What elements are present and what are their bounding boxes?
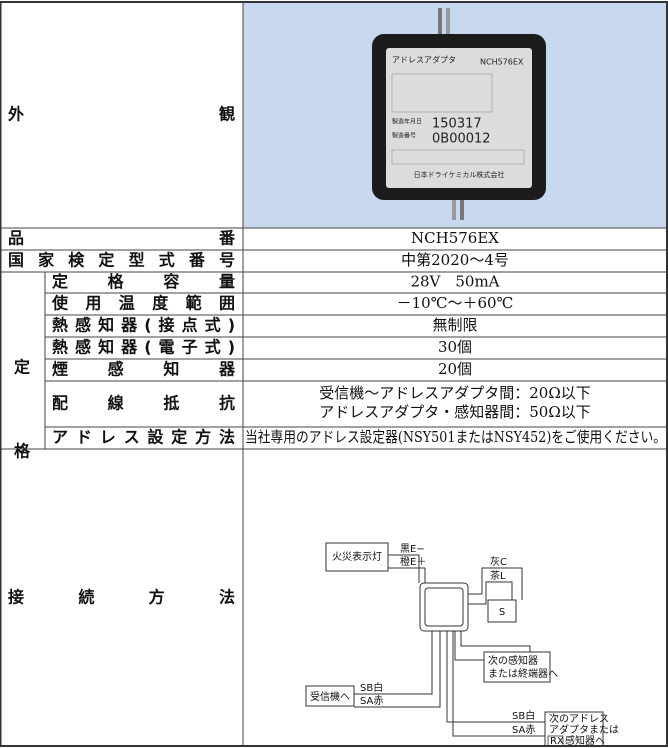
row-value: 30個 <box>438 338 472 356</box>
row-value: 中第2020～4号 <box>401 251 509 269</box>
row-label: 熱感知器(接点式) <box>52 316 235 335</box>
diagram-label: アダプタまたは <box>549 723 619 736</box>
row-label: 使用温度範囲 <box>51 294 235 313</box>
diagram-label: SB白 <box>512 709 535 722</box>
row-value: 受信機～アドレスアダプタ間：20Ω以下 <box>319 384 591 402</box>
diagram-label: または終端器へ <box>488 667 558 680</box>
row-value: 無制限 <box>432 316 477 334</box>
diagram-label: RX <box>550 736 564 747</box>
diagram-label: 灰C <box>490 555 507 568</box>
photo-text: 日本ドライケミカル株式会社 <box>414 170 505 179</box>
diagram-label: 次のアドレス <box>549 712 609 725</box>
row-label: 接続方法 <box>8 588 235 607</box>
photo-text: アドレスアダプタ <box>392 55 456 65</box>
row-label: 品番 <box>8 229 236 248</box>
row-value: －10℃～＋60℃ <box>397 294 514 312</box>
diagram-label: 受信機へ <box>310 690 350 703</box>
photo-text: NCH576EX <box>480 58 524 67</box>
row-label: 国家検定型式番号 <box>8 251 235 270</box>
diagram-label: 茶L <box>490 569 506 582</box>
row-label: 煙感知器 <box>52 360 236 379</box>
diagram-label: SA赤 <box>512 724 535 736</box>
diagram-label: SA赤 <box>360 695 383 707</box>
photo-text: 0B00012 <box>432 132 491 147</box>
row-label: 外観 <box>7 105 235 124</box>
row-value: 20個 <box>438 360 472 378</box>
row-value: アドレスアダプタ・感知器間：50Ω以下 <box>319 403 591 421</box>
row-label: アドレス設定方法 <box>52 428 235 447</box>
diagram-label: 次の感知器 <box>488 654 538 667</box>
group-label: 定 <box>13 358 30 377</box>
photo-text: 製造年月日 <box>392 118 422 126</box>
row-label: 配線抵抗 <box>52 394 235 413</box>
group-label: 格 <box>14 442 31 461</box>
row-label: 定格容量 <box>51 272 235 291</box>
diagram-label: 橙E＋ <box>400 555 426 568</box>
wiring-diagram: 火災表示灯 黒E− 橙E＋ 灰C 茶L S 次の感知器 または終端器へ 受信機へ… <box>305 542 619 747</box>
row-label: 熱感知器(電子式) <box>52 338 235 357</box>
diagram-label: 火災表示灯 <box>332 550 382 563</box>
row-value: 当社専用のアドレス設定器(NSY501またはNSY452)をご使用ください。 <box>245 428 666 446</box>
diagram-label: 黒E− <box>400 543 425 555</box>
diagram-label: SB白 <box>360 681 383 694</box>
row-value: 28V 50mA <box>410 273 499 291</box>
diagram-label: S <box>499 607 505 618</box>
row-value: NCH576EX <box>411 229 499 247</box>
product-photo: アドレスアダプタ NCH576EX 製造年月日 150317 製造番号 0B00… <box>372 8 546 220</box>
photo-text: 150317 <box>432 117 482 132</box>
diagram-label: 感知器へ <box>565 734 605 747</box>
photo-text: 製造番号 <box>392 132 416 140</box>
